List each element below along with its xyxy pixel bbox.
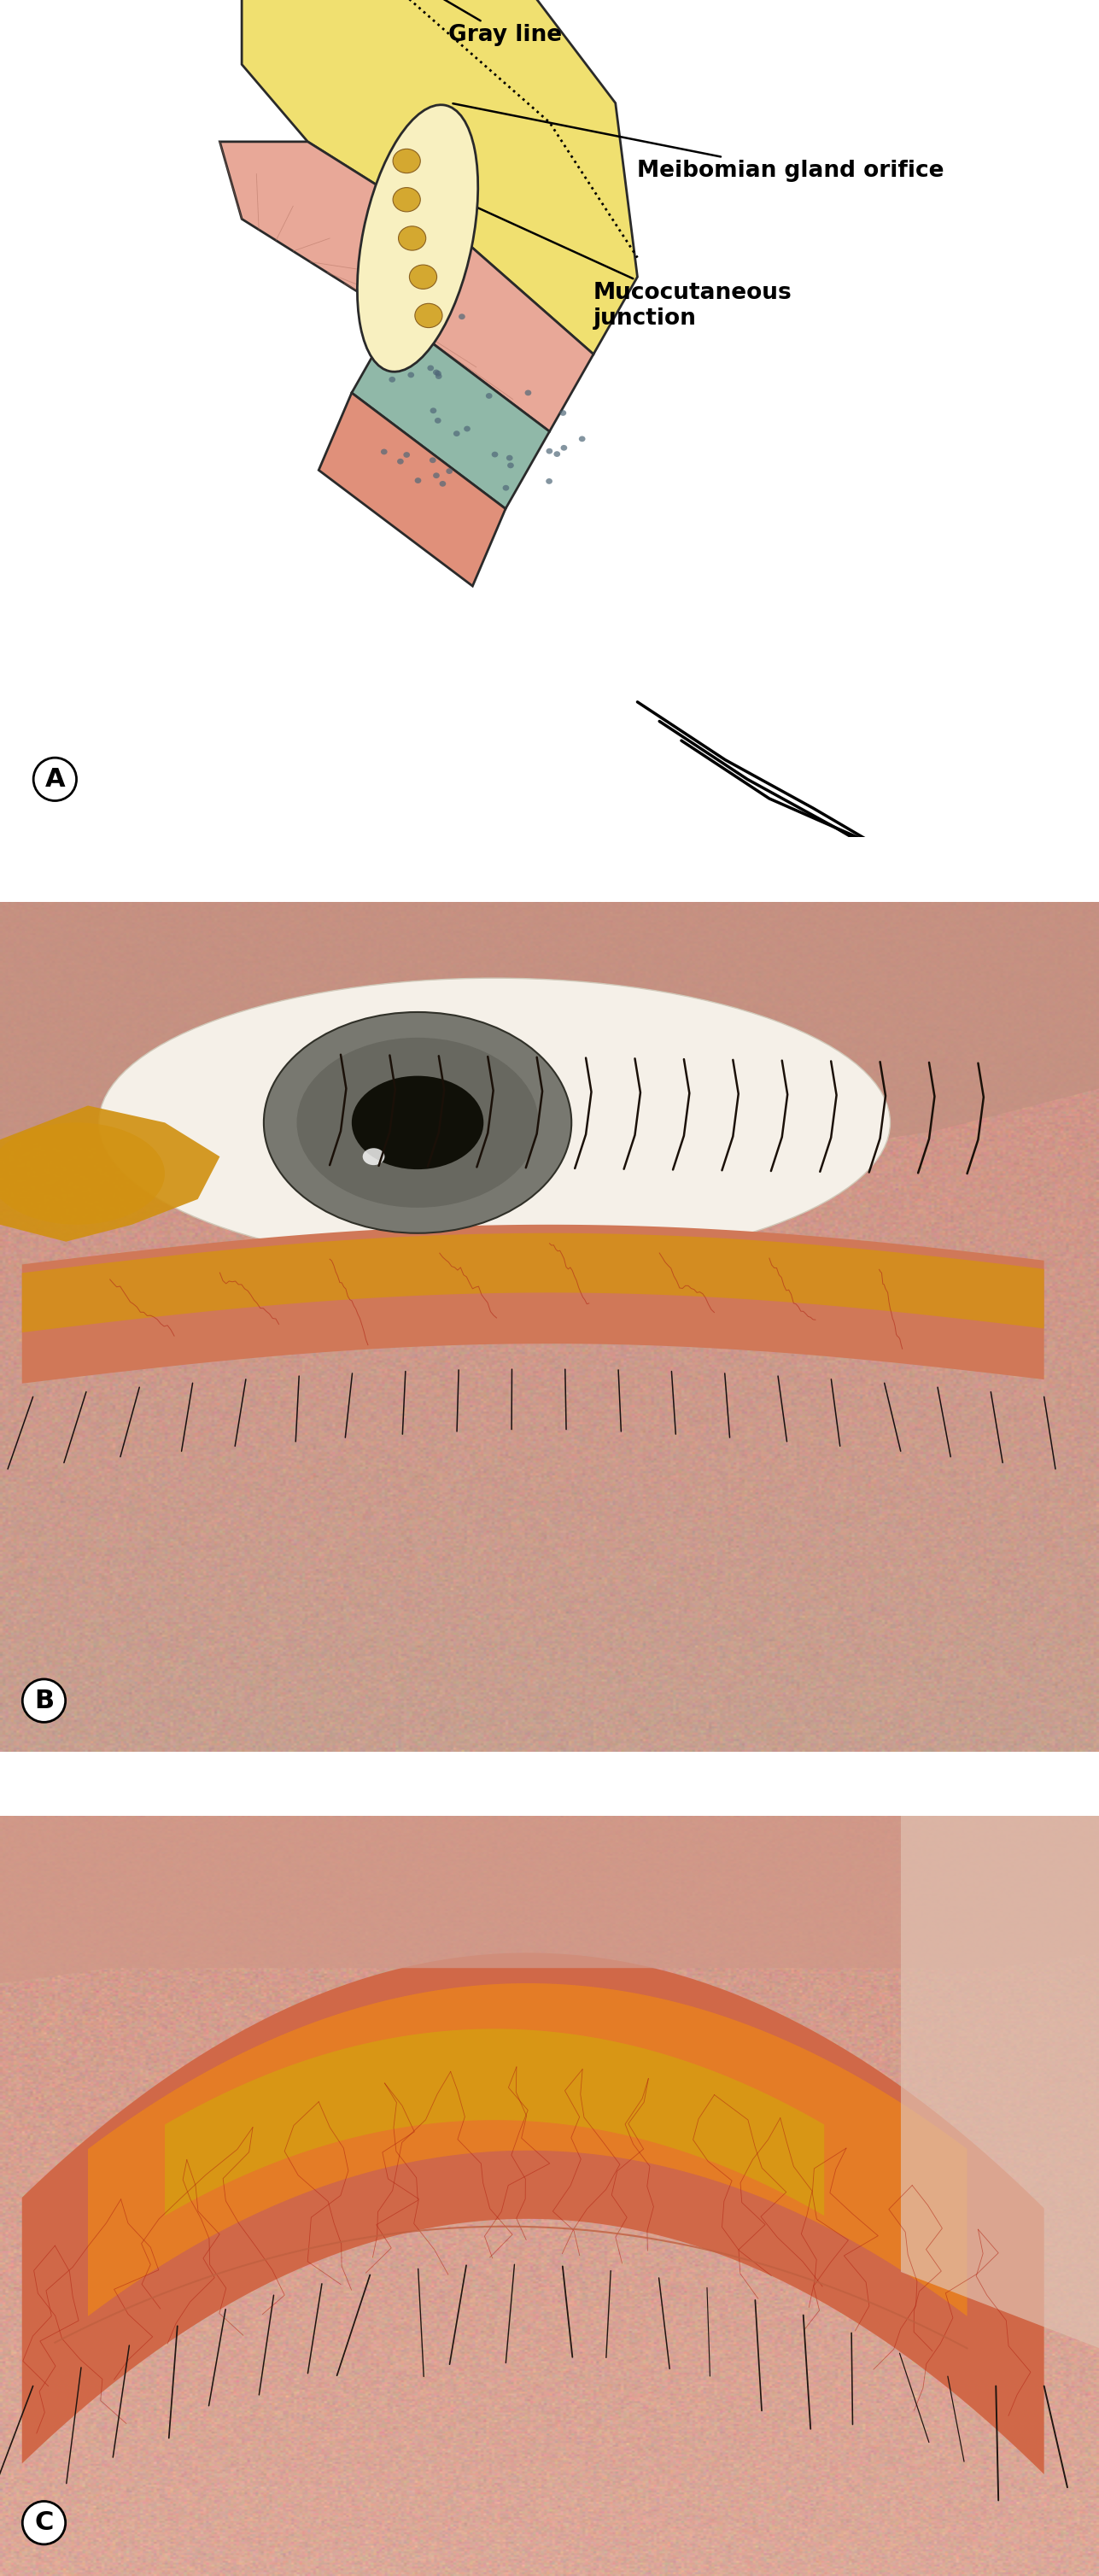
Circle shape [414,477,421,484]
Circle shape [502,484,509,492]
Ellipse shape [99,979,890,1267]
Circle shape [397,459,403,464]
Ellipse shape [0,1123,165,1224]
Polygon shape [22,1234,1044,1332]
Circle shape [464,425,470,433]
Circle shape [430,459,436,464]
Circle shape [554,451,560,456]
Circle shape [380,448,387,456]
Text: Meibomian gland orifice: Meibomian gland orifice [453,103,944,183]
Ellipse shape [297,1038,539,1208]
Circle shape [491,451,498,459]
Circle shape [559,410,566,415]
Ellipse shape [409,265,436,289]
Polygon shape [88,1984,967,2316]
Circle shape [403,451,410,459]
Polygon shape [22,1953,1044,2476]
Ellipse shape [352,1077,484,1170]
Circle shape [486,394,492,399]
Circle shape [546,448,553,453]
Polygon shape [0,902,1099,1182]
Circle shape [393,301,400,309]
Circle shape [430,407,436,415]
Text: Mucocutaneous
junction: Mucocutaneous junction [420,180,792,330]
Circle shape [374,286,380,294]
Polygon shape [352,317,550,510]
Circle shape [433,368,440,376]
Circle shape [435,374,442,379]
Circle shape [389,376,396,381]
Circle shape [458,314,465,319]
Polygon shape [220,142,593,430]
Circle shape [428,366,434,371]
Text: Gray line: Gray line [376,0,563,46]
Ellipse shape [264,1012,571,1234]
Circle shape [388,325,395,330]
Text: B: B [34,1687,54,1713]
Circle shape [435,371,442,376]
Text: A: A [45,768,65,791]
Text: C: C [34,2512,54,2535]
Circle shape [546,479,553,484]
Polygon shape [22,1224,1044,1383]
Polygon shape [242,0,637,353]
Circle shape [446,469,453,474]
Circle shape [375,268,381,273]
Circle shape [433,471,440,479]
Circle shape [377,258,384,263]
Circle shape [434,417,441,422]
Circle shape [508,464,514,469]
Ellipse shape [357,106,478,371]
Circle shape [507,456,513,461]
Ellipse shape [415,304,442,327]
Circle shape [422,337,429,343]
Ellipse shape [398,227,425,250]
Circle shape [454,430,460,435]
Circle shape [525,389,532,397]
Ellipse shape [393,149,420,173]
Polygon shape [901,1816,1099,2349]
Circle shape [440,482,446,487]
Polygon shape [319,392,506,587]
Circle shape [408,371,414,379]
Circle shape [579,435,586,443]
Polygon shape [0,1105,220,1242]
Ellipse shape [393,188,420,211]
Ellipse shape [363,1149,385,1164]
Polygon shape [0,1816,1099,1984]
Circle shape [560,446,567,451]
Polygon shape [165,2030,824,2215]
